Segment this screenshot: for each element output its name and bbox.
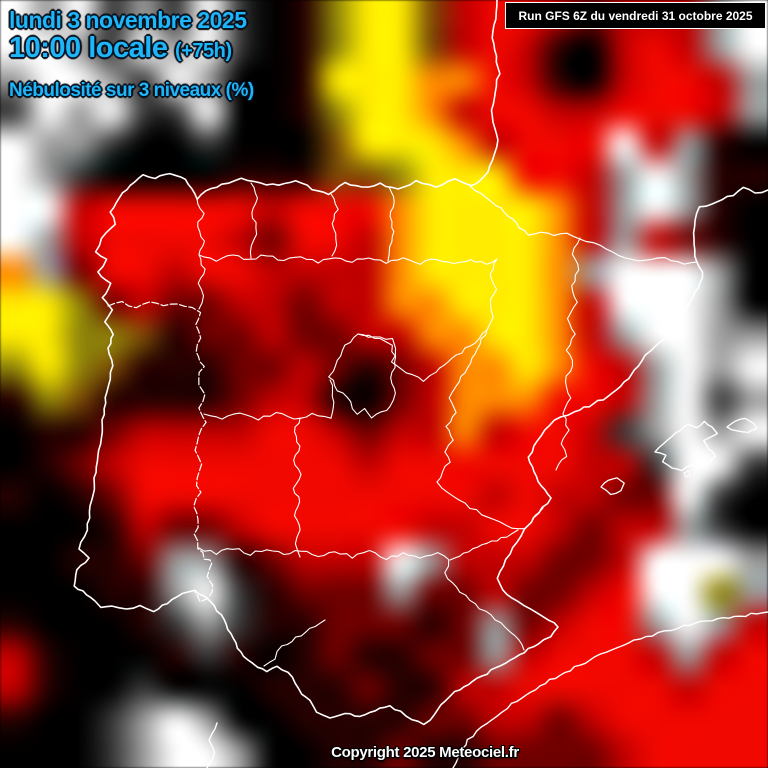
island-mallorca (654, 420, 718, 472)
model-run-badge: Run GFS 6Z du vendredi 31 octobre 2025 (505, 2, 766, 29)
island-menorca (726, 417, 758, 434)
model-run-label: Run GFS 6Z du vendredi 31 octobre 2025 (518, 8, 753, 23)
border-clm-aragon (436, 329, 488, 483)
border-galicia (196, 198, 206, 310)
border-asturias-cantabria (249, 182, 259, 259)
border-cantabrica (198, 254, 498, 265)
border-cyl-extremadura (203, 379, 335, 421)
border-portugal (107, 300, 214, 603)
border-madrid (328, 333, 397, 419)
map-header: lundi 3 novembre 2025 10:00 locale (+75h… (9, 8, 254, 102)
border-extremadura-clm (292, 417, 302, 558)
forecast-hour-offset: (+75h) (175, 40, 232, 62)
border-cyl-soria (357, 329, 488, 382)
border-murcia (449, 529, 519, 561)
border-cantabria-euskadi (330, 193, 339, 257)
forecast-time: 10:00 locale (+75h) (9, 33, 254, 67)
island-ibiza (600, 477, 625, 496)
border-andalucia (198, 547, 525, 651)
copyright-label: Copyright 2025 Meteociel.fr (331, 744, 519, 761)
map-parameter-label: Nébulosité sur 3 niveaux (%) (9, 80, 254, 101)
border-euskadi-navarra (387, 186, 395, 262)
coast-guadalquivir (263, 619, 326, 667)
border-pyrenees (469, 185, 698, 265)
forecast-local-time: 10:00 locale (9, 32, 168, 64)
coast-africa (452, 611, 768, 768)
iberia-coast (73, 0, 768, 726)
border-clm-valencia (436, 481, 544, 530)
coast-tangier (206, 722, 218, 768)
island-cabrera (683, 470, 691, 478)
border-rioja-aragon (486, 258, 498, 331)
border-aragon-cataluna (555, 237, 581, 471)
forecast-date: lundi 3 novembre 2025 (9, 7, 247, 33)
